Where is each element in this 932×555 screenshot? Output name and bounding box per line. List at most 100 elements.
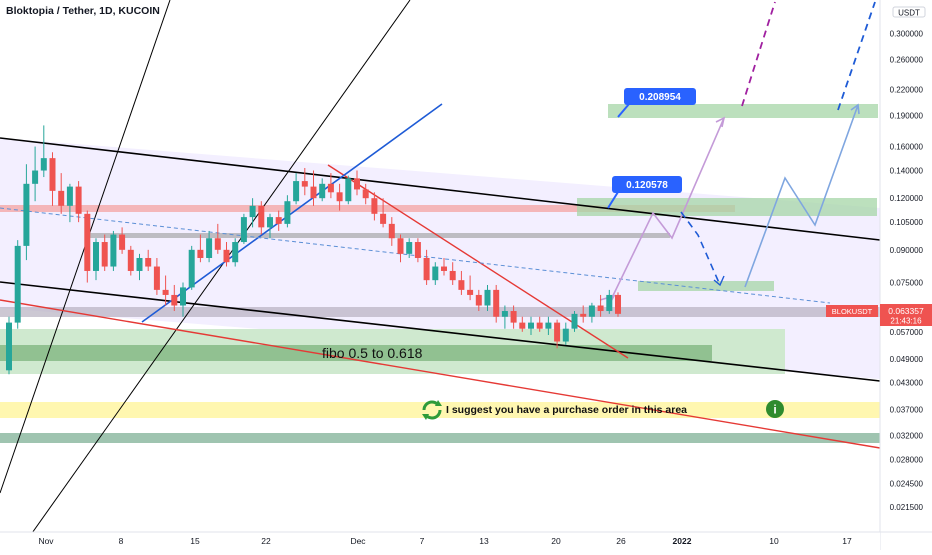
countdown-text: 21:43:16 (890, 317, 922, 326)
price-tick-label: 0.032000 (890, 431, 924, 440)
candle (432, 262, 439, 285)
candle (171, 284, 178, 312)
candle-body (240, 217, 247, 243)
candle-body (397, 238, 404, 254)
candle (206, 230, 213, 263)
time-tick-label: Nov (38, 536, 54, 546)
time-tick-label: 7 (420, 536, 425, 546)
price-tick-label: 0.028000 (890, 455, 924, 464)
lower-green-zone (0, 433, 880, 443)
price-tick-label: 0.057000 (890, 328, 924, 337)
candle-body (49, 158, 56, 191)
blue-projection (744, 104, 859, 288)
candle (136, 253, 143, 281)
candle (197, 234, 204, 263)
candle-body (606, 294, 613, 312)
candle (493, 284, 500, 323)
candle-body (188, 249, 195, 288)
candle-body (145, 257, 152, 267)
candle (145, 249, 152, 271)
candle (153, 257, 160, 295)
retest-zone (638, 281, 774, 291)
candle-body (223, 249, 230, 263)
price-tick-label: 0.260000 (890, 55, 924, 64)
candle (267, 213, 273, 239)
candle-body (206, 238, 213, 258)
candle (423, 249, 430, 285)
candle (484, 284, 491, 312)
candle-body (301, 181, 308, 187)
candle (371, 192, 378, 221)
candle (258, 201, 265, 235)
candle-body (554, 322, 561, 342)
target-2-label (624, 88, 696, 105)
candle (441, 257, 447, 276)
candle (214, 223, 221, 254)
candle (284, 195, 291, 228)
candle-body (40, 158, 47, 171)
candle-body (75, 186, 82, 214)
candle-body (249, 205, 256, 218)
candle (501, 305, 508, 329)
time-tick-label: Dec (350, 536, 366, 546)
fibo-label: fibo 0.5 to 0.618 (322, 345, 423, 361)
candle (49, 152, 56, 206)
price-tick-label: 0.190000 (890, 112, 924, 121)
target-zone-1 (577, 198, 877, 216)
candle-body (467, 289, 474, 295)
candle (354, 170, 360, 196)
candle (58, 173, 65, 214)
candle (310, 170, 317, 206)
candle-body (66, 186, 73, 206)
target-2-pointer (617, 103, 630, 118)
dashed-blue-line (0, 207, 831, 304)
candle-body (197, 249, 204, 258)
time-tick-label: 20 (551, 536, 561, 546)
candle (362, 183, 369, 205)
candle (249, 198, 256, 228)
candle-body (493, 289, 500, 317)
candle-body (180, 287, 186, 306)
info-icon: i (766, 400, 784, 418)
candle (467, 275, 474, 301)
candle (345, 175, 352, 205)
candle (580, 305, 587, 323)
candle (528, 316, 534, 335)
candle (162, 275, 169, 306)
price-tick-label: 0.043000 (890, 378, 924, 387)
red-trendline-upper (327, 164, 629, 359)
candle (588, 302, 595, 323)
candle-body (475, 294, 482, 306)
candle (180, 282, 186, 317)
candle (397, 234, 404, 263)
price-axis-bg (880, 0, 932, 550)
candle (319, 178, 326, 202)
red-trendline-lower (0, 299, 881, 449)
time-axis: Nov 8 15 22 Dec 7 13 20 26 2022 10 17 (0, 531, 932, 550)
candle (458, 270, 465, 295)
target-1-label (612, 176, 682, 193)
target-1-text: 0.120578 (626, 180, 668, 191)
candle (449, 262, 456, 285)
candle-body (32, 170, 39, 184)
price-tick-label: 0.105000 (890, 218, 924, 227)
candle (110, 230, 117, 271)
candle (388, 217, 395, 246)
time-tick-label: 15 (190, 536, 200, 546)
candle-body (293, 181, 300, 202)
price-tick-label: 0.140000 (890, 167, 924, 176)
price-tick-label: 0.090000 (890, 246, 924, 255)
time-tick-label: 13 (479, 536, 489, 546)
price-tick-label: 0.021500 (890, 503, 924, 512)
currency-label: USDT (898, 9, 920, 18)
candle-body (380, 213, 387, 224)
resistance-red-band (0, 205, 735, 212)
candle (301, 167, 308, 196)
current-price-band (0, 307, 880, 317)
candle (380, 198, 387, 228)
annotations: 0.120578 0.208954 fibo 0.5 to 0.618 I su… (322, 88, 784, 420)
candle-body (519, 322, 526, 329)
candle (414, 238, 421, 263)
